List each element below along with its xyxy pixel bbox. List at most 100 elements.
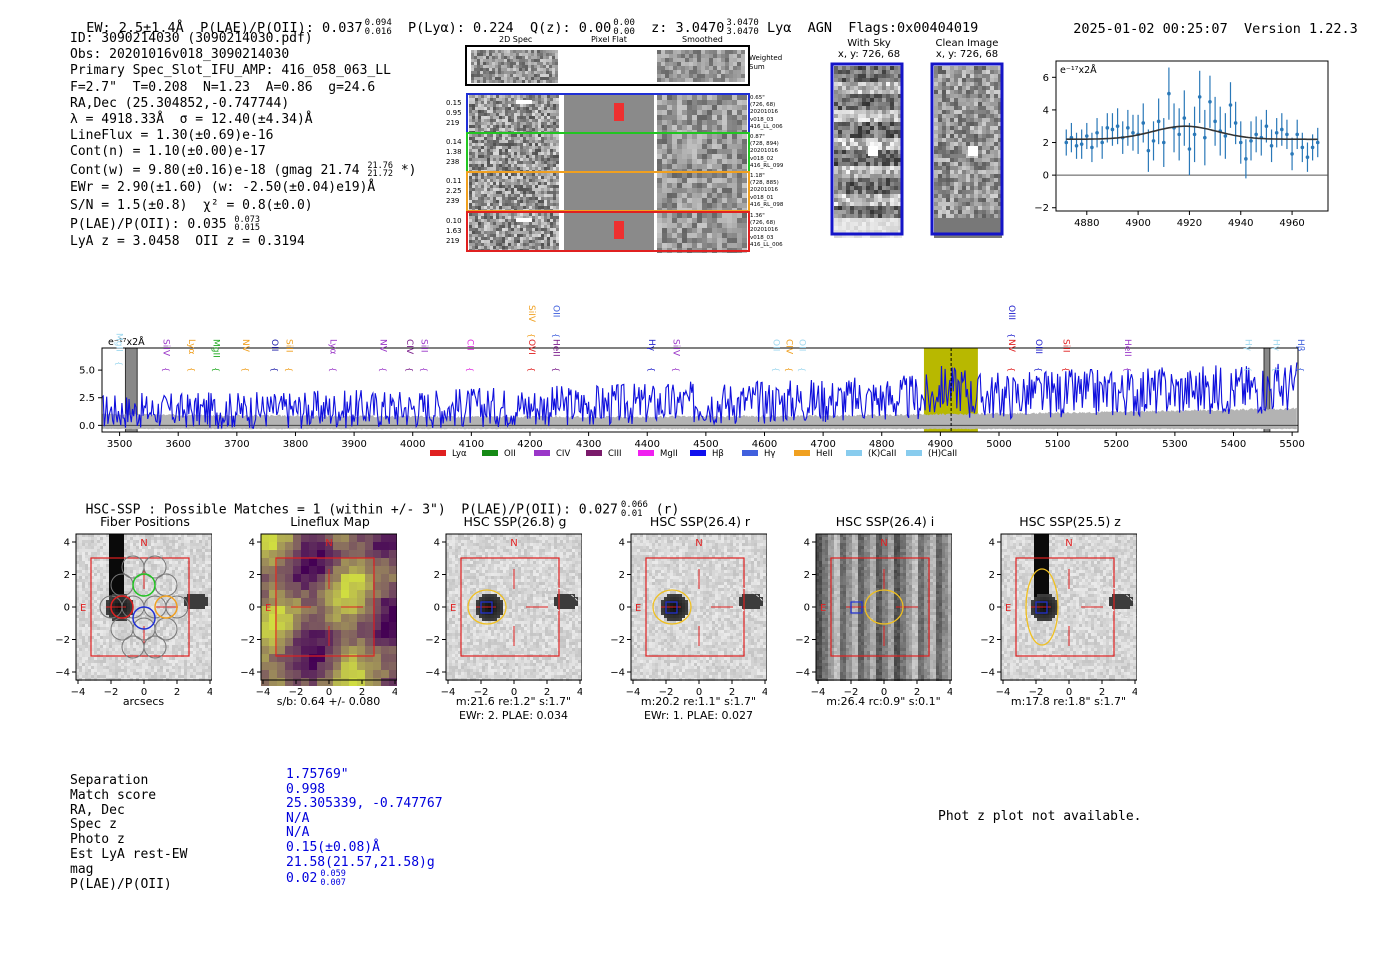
stamp-pixel xyxy=(954,126,958,130)
stamp-pixel xyxy=(846,226,850,230)
noise-pixel xyxy=(475,185,478,188)
noise-pixel xyxy=(697,183,702,188)
stamp-pixel xyxy=(978,210,982,214)
noise-pixel xyxy=(537,71,540,74)
stamp-pixel xyxy=(862,94,866,98)
noise-pixel xyxy=(732,110,737,115)
noise-pixel xyxy=(498,80,501,83)
stamp-pixel xyxy=(986,146,990,150)
noise-pixel xyxy=(511,113,514,116)
noise-pixel xyxy=(737,54,741,58)
noise-pixel xyxy=(502,113,505,116)
noise-pixel xyxy=(705,66,709,70)
noise-pixel xyxy=(469,222,472,225)
panel-pixel xyxy=(82,558,85,561)
noise-pixel xyxy=(722,188,727,193)
noise-pixel xyxy=(677,198,682,203)
noise-pixel xyxy=(526,206,529,209)
stamp-pixel xyxy=(994,70,998,74)
noise-pixel xyxy=(505,167,508,170)
stamp-pixel xyxy=(866,234,870,238)
stamp-pixel xyxy=(834,74,838,78)
stamp-pixel xyxy=(838,234,842,238)
noise-pixel xyxy=(489,50,492,53)
noise-pixel xyxy=(523,234,526,237)
stamp-pixel xyxy=(954,74,958,78)
noise-pixel xyxy=(505,125,508,128)
stamp-pixel xyxy=(954,78,958,82)
stamp-pixel xyxy=(862,202,866,206)
stamp-pixel xyxy=(942,134,946,138)
stamp-pixel xyxy=(862,134,866,138)
stamp-pixel xyxy=(950,66,954,70)
noise-pixel xyxy=(556,213,559,216)
stamp-pixel xyxy=(866,102,870,106)
noise-pixel xyxy=(532,164,535,167)
noise-pixel xyxy=(672,120,677,125)
noise-pixel xyxy=(729,54,733,58)
noise-pixel xyxy=(556,167,559,170)
panel-pixel xyxy=(151,558,154,561)
stamp-pixel xyxy=(838,126,842,130)
noise-pixel xyxy=(514,182,517,185)
stamp-pixel xyxy=(998,174,1002,178)
panel-pixel xyxy=(148,537,151,540)
noise-pixel xyxy=(481,234,484,237)
noise-pixel xyxy=(550,179,553,182)
noise-pixel xyxy=(550,152,553,155)
stamp-pixel xyxy=(890,190,894,194)
panel-pixel xyxy=(136,558,139,561)
noise-pixel xyxy=(661,58,665,62)
stamp-pixel xyxy=(898,106,902,110)
stamp-pixel xyxy=(874,74,878,78)
stamp-pixel xyxy=(878,202,882,206)
noise-pixel xyxy=(737,233,742,238)
noise-pixel xyxy=(499,237,502,240)
stamp-pixel xyxy=(978,202,982,206)
noise-pixel xyxy=(702,120,707,125)
line-label: MgII{ xyxy=(210,339,220,372)
noise-pixel xyxy=(544,119,547,122)
stamp-pixel xyxy=(954,166,958,170)
noise-pixel xyxy=(742,139,747,144)
stamp-pixel xyxy=(942,118,946,122)
stamp-pixel xyxy=(834,146,838,150)
panel-pixel xyxy=(178,534,181,537)
stamp-pixel xyxy=(862,178,866,182)
noise-pixel xyxy=(701,74,705,78)
noise-pixel xyxy=(505,200,508,203)
stamp-pixel xyxy=(874,194,878,198)
zoom-point xyxy=(1131,130,1135,135)
noise-pixel xyxy=(514,125,517,128)
noise-pixel xyxy=(496,122,499,125)
noise-pixel xyxy=(490,98,493,101)
panel-pixel xyxy=(91,534,94,537)
noise-pixel xyxy=(692,139,697,144)
stamp-pixel xyxy=(994,94,998,98)
stamp-pixel xyxy=(850,170,854,174)
noise-pixel xyxy=(677,50,681,54)
stamp-pixel xyxy=(846,122,850,126)
noise-pixel xyxy=(472,134,475,137)
zoom-point xyxy=(1233,121,1238,125)
noise-pixel xyxy=(532,167,535,170)
noise-pixel xyxy=(528,74,531,77)
noise-pixel xyxy=(480,77,483,80)
noise-pixel xyxy=(505,213,508,216)
noise-pixel xyxy=(556,225,559,228)
noise-pixel xyxy=(469,246,472,249)
line-label-text: Hγ xyxy=(646,339,656,352)
noise-pixel xyxy=(556,200,559,203)
panel-pixel xyxy=(145,546,148,549)
noise-pixel xyxy=(541,152,544,155)
noise-pixel xyxy=(517,191,520,194)
noise-pixel xyxy=(499,240,502,243)
stamp-pixel xyxy=(986,214,990,218)
noise-pixel xyxy=(697,159,702,164)
stamp-pixel xyxy=(958,78,962,82)
noise-pixel xyxy=(669,58,673,62)
stamp-pixel xyxy=(978,230,982,234)
stamp-pixel xyxy=(958,222,962,226)
zoom-point xyxy=(1110,127,1115,132)
noise-pixel xyxy=(544,158,547,161)
